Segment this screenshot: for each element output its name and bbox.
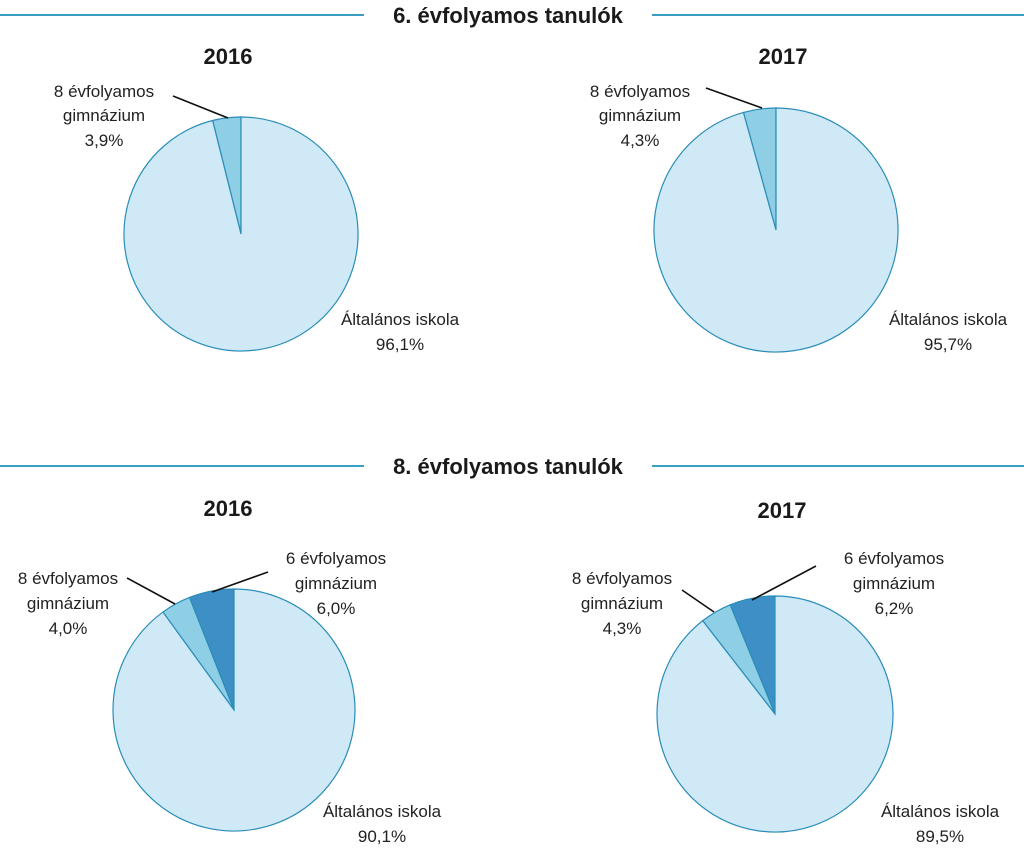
pie-chart-2016-grade8	[112, 588, 356, 832]
slice-label: gimnázium	[63, 106, 145, 125]
slice-label: 6 évfolyamos	[286, 549, 386, 568]
slice-value-label: 89,5%	[916, 827, 964, 846]
chart-title-2017-grade6: 2017	[759, 44, 808, 69]
slice-label: gimnázium	[295, 574, 377, 593]
pie-slice	[112, 588, 356, 832]
pie-slice	[123, 116, 359, 352]
slice-label: gimnázium	[853, 574, 935, 593]
slice-value-label: 4,3%	[603, 619, 642, 638]
slice-value-label: 6,2%	[875, 599, 914, 618]
slice-label: Általános iskola	[881, 802, 1000, 821]
pie-chart-2016-grade6	[123, 116, 359, 352]
pie-chart-2017-grade6	[653, 107, 899, 353]
section-title-6: 6. évfolyamos tanulók	[393, 3, 624, 28]
section-title-8: 8. évfolyamos tanulók	[393, 454, 624, 479]
slice-label: gimnázium	[599, 106, 681, 125]
slice-label: 8 évfolyamos	[18, 569, 118, 588]
slice-label: Általános iskola	[341, 310, 460, 329]
chart-title-2016-grade8: 2016	[204, 496, 253, 521]
leader-line	[211, 571, 269, 593]
slice-label: 8 évfolyamos	[572, 569, 672, 588]
slice-value-label: 96,1%	[376, 335, 424, 354]
slice-label: gimnázium	[581, 594, 663, 613]
leader-line	[751, 565, 817, 601]
chart-title-2017-grade8: 2017	[758, 498, 807, 523]
leader-line	[681, 589, 715, 613]
slice-label: Általános iskola	[323, 802, 442, 821]
slice-label: 8 évfolyamos	[54, 82, 154, 101]
slice-value-label: 6,0%	[317, 599, 356, 618]
slice-label: 8 évfolyamos	[590, 82, 690, 101]
slice-value-label: 90,1%	[358, 827, 406, 846]
leader-line	[126, 577, 176, 605]
pie-slice	[656, 595, 894, 833]
pie-chart-2017-grade8	[656, 595, 894, 833]
leader-line	[172, 95, 229, 119]
slice-label: gimnázium	[27, 594, 109, 613]
slice-value-label: 3,9%	[85, 131, 124, 150]
pie-slice	[653, 107, 899, 353]
slice-label: 6 évfolyamos	[844, 549, 944, 568]
slice-label: Általános iskola	[889, 310, 1008, 329]
slice-value-label: 95,7%	[924, 335, 972, 354]
slice-value-label: 4,3%	[621, 131, 660, 150]
slice-value-label: 4,0%	[49, 619, 88, 638]
chart-title-2016-grade6: 2016	[204, 44, 253, 69]
leader-line	[705, 87, 763, 109]
